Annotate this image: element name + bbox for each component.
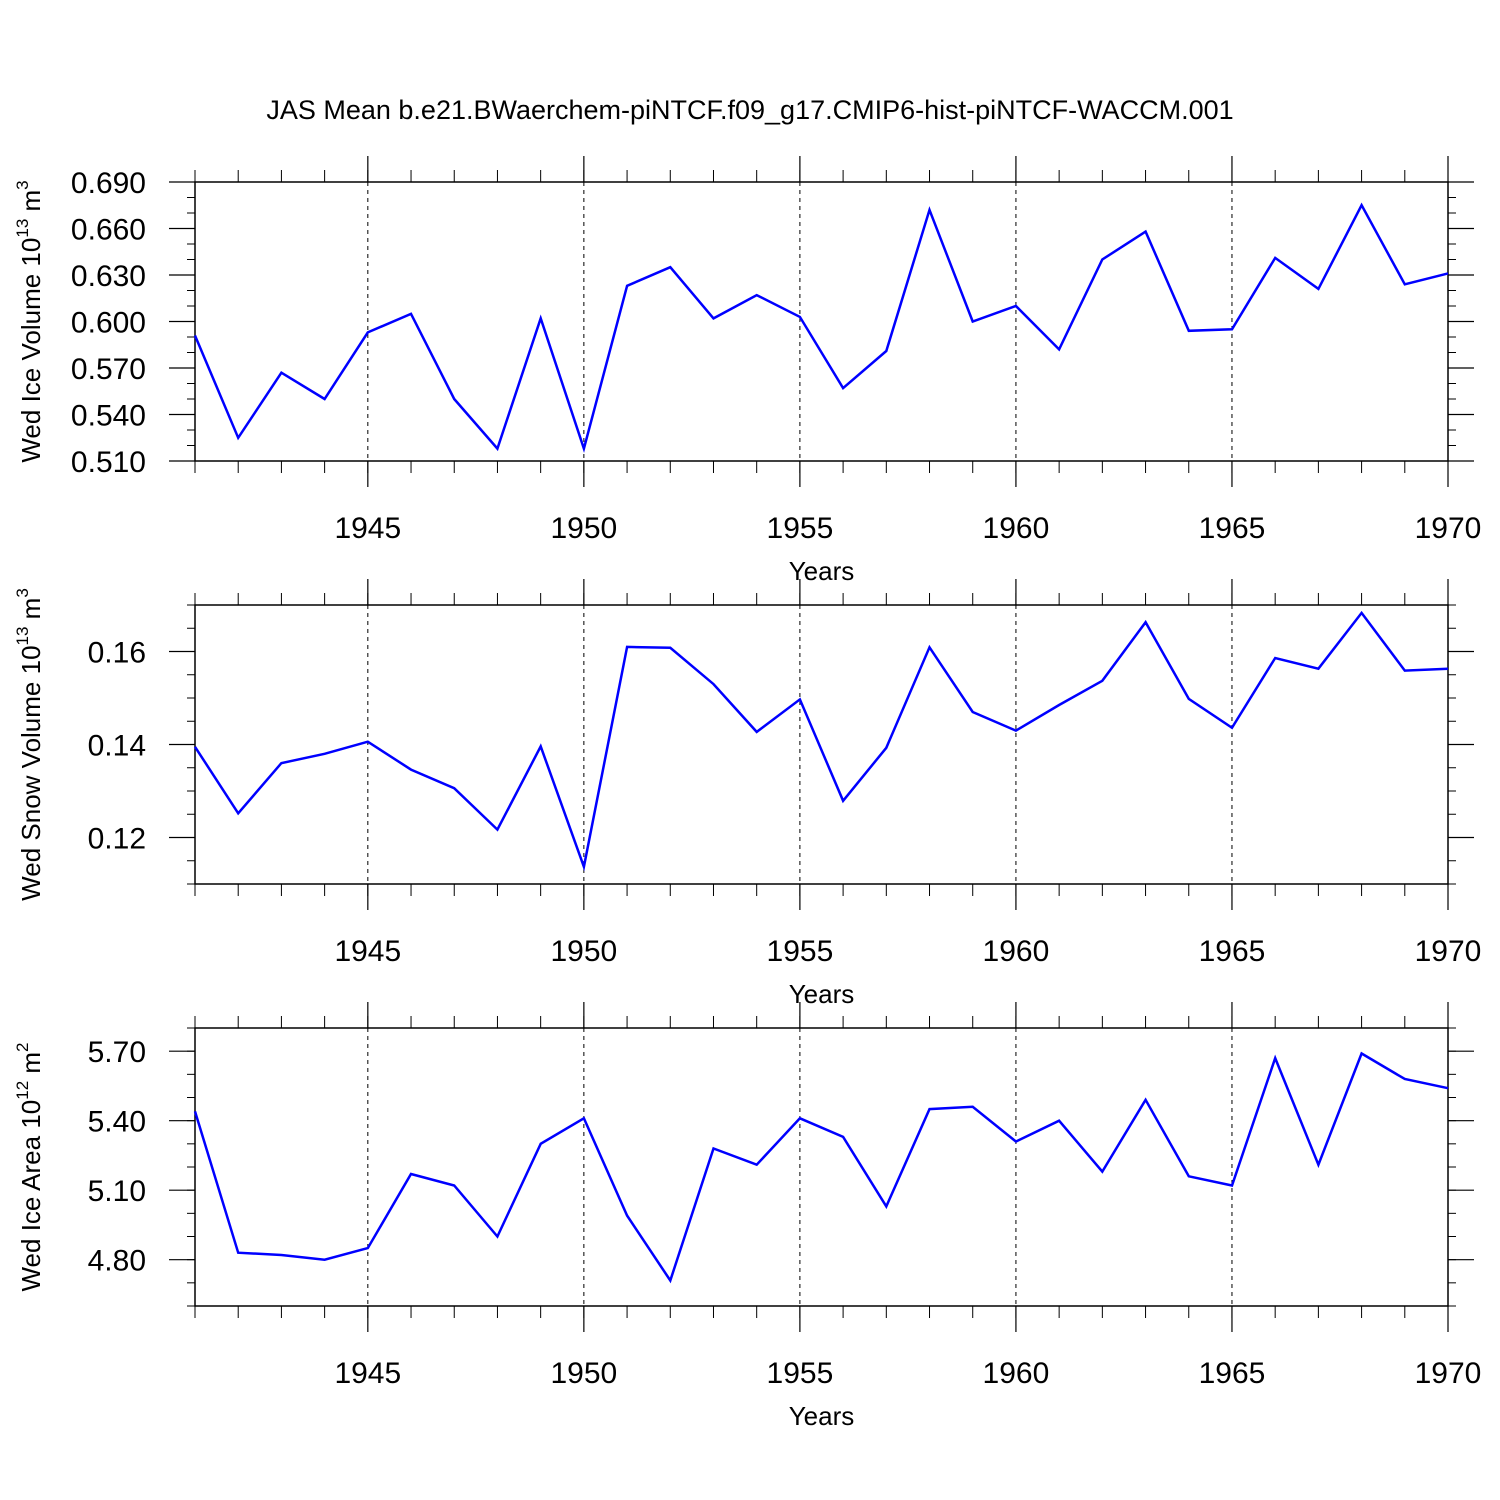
y-tick-label: 0.540 — [71, 400, 146, 433]
x-tick-label: 1950 — [550, 512, 617, 545]
panels: 0.510 0.540 0.570 0.600 0.630 0.660 0.690 1945 1… — [13, 156, 1481, 1431]
y-axis-title-unit-exponent: 3 — [13, 588, 32, 597]
x-axis-title: Years — [789, 556, 855, 586]
y-tick-label: 0.12 — [88, 823, 146, 856]
x-tick-label: 1970 — [1415, 935, 1482, 968]
y-tick-label: 0.16 — [88, 637, 146, 670]
x-tick-label: 1965 — [1199, 935, 1266, 968]
plot-frame — [194, 1027, 1449, 1307]
x-tick-label: 1950 — [550, 935, 617, 968]
y-axis-title-exponent: 13 — [13, 219, 32, 238]
y-tick-label: 0.630 — [71, 260, 146, 293]
x-tick-label: 1960 — [983, 512, 1050, 545]
y-tick-label: 0.570 — [71, 353, 146, 386]
y-tick-label: 0.660 — [71, 214, 146, 247]
y-tick-label: 5.40 — [88, 1106, 146, 1139]
y-tick-label: 5.10 — [88, 1175, 146, 1208]
y-axis-title-unit: m — [16, 1052, 46, 1081]
x-tick-label: 1970 — [1415, 1357, 1482, 1390]
y-axis-title-text: Wed Snow Volume 10 — [16, 645, 46, 900]
x-tick-label: 1955 — [767, 512, 834, 545]
y-axis-title-exponent: 12 — [13, 1081, 32, 1100]
y-axis-title-unit: m — [16, 598, 46, 627]
x-tick-label: 1965 — [1199, 1357, 1266, 1390]
x-axis-title: Years — [789, 979, 855, 1009]
y-axis-title-text: Wed Ice Volume 10 — [16, 238, 46, 463]
x-tick-label: 1950 — [550, 1357, 617, 1390]
x-tick-label: 1960 — [983, 1357, 1050, 1390]
x-tick-label: 1945 — [334, 935, 401, 968]
x-tick-label: 1960 — [983, 935, 1050, 968]
y-axis-title: Wed Ice Volume 1013 m3 — [13, 180, 46, 462]
y-axis-title-unit-exponent: 2 — [13, 1042, 32, 1051]
series-line — [193, 202, 1449, 453]
y-tick-label: 0.510 — [71, 446, 146, 479]
panel-2: 0.12 0.14 0.16 1945 1950 1955 1960 1965 1970 Year… — [13, 579, 1481, 1009]
y-axis-title-text: Wed Ice Area 10 — [16, 1100, 46, 1292]
y-axis-title-unit: m — [16, 190, 46, 219]
y-axis-title-exponent: 13 — [13, 627, 32, 646]
x-tick-label: 1945 — [334, 512, 401, 545]
x-tick-label: 1955 — [767, 1357, 834, 1390]
x-tick-label: 1965 — [1199, 512, 1266, 545]
x-tick-label: 1955 — [767, 935, 834, 968]
panel-3: 4.80 5.10 5.40 5.70 1945 1950 1955 1960 1965 1970… — [13, 1002, 1481, 1431]
plot-frame — [194, 181, 1449, 462]
x-tick-label: 1970 — [1415, 512, 1482, 545]
y-tick-label: 0.600 — [71, 307, 146, 340]
series-line — [193, 1051, 1449, 1284]
y-tick-label: 0.690 — [71, 167, 146, 200]
panel-1: 0.510 0.540 0.570 0.600 0.630 0.660 0.690 1945 1… — [13, 156, 1481, 586]
y-tick-label: 4.80 — [88, 1245, 146, 1278]
y-axis-title: Wed Snow Volume 1013 m3 — [13, 588, 46, 901]
y-axis-title-unit-exponent: 3 — [13, 180, 32, 189]
y-tick-label: 0.14 — [88, 730, 146, 763]
y-tick-label: 5.70 — [88, 1036, 146, 1069]
series-line — [193, 610, 1449, 872]
x-tick-label: 1945 — [334, 1357, 401, 1390]
y-axis-title: Wed Ice Area 1012 m2 — [13, 1042, 46, 1291]
plot-frame — [194, 604, 1449, 885]
chart-title: JAS Mean b.e21.BWaerchem-piNTCF.f09_g17.… — [266, 95, 1233, 125]
x-axis-title: Years — [789, 1401, 855, 1431]
